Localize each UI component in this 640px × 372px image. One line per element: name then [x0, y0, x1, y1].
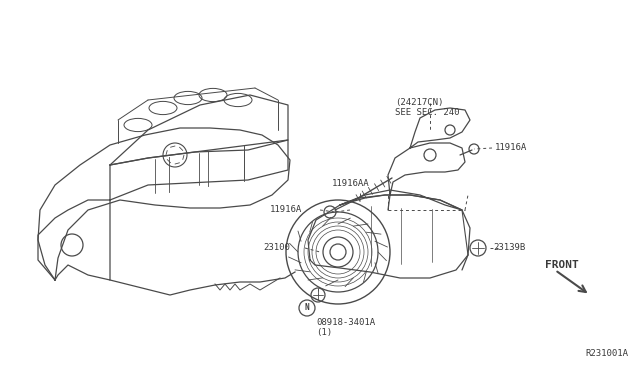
- Text: FRONT: FRONT: [545, 260, 579, 270]
- Text: 11916A: 11916A: [495, 144, 527, 153]
- Text: 11916A: 11916A: [269, 205, 302, 215]
- Text: R231001A: R231001A: [585, 349, 628, 358]
- Text: (24217CN)
SEE SEC. 240: (24217CN) SEE SEC. 240: [395, 98, 460, 118]
- Text: 23139B: 23139B: [493, 244, 525, 253]
- Text: N: N: [305, 304, 309, 312]
- Text: 11916AA: 11916AA: [332, 179, 370, 188]
- Text: 23100: 23100: [263, 244, 290, 253]
- Text: 08918-3401A
(1): 08918-3401A (1): [316, 318, 375, 337]
